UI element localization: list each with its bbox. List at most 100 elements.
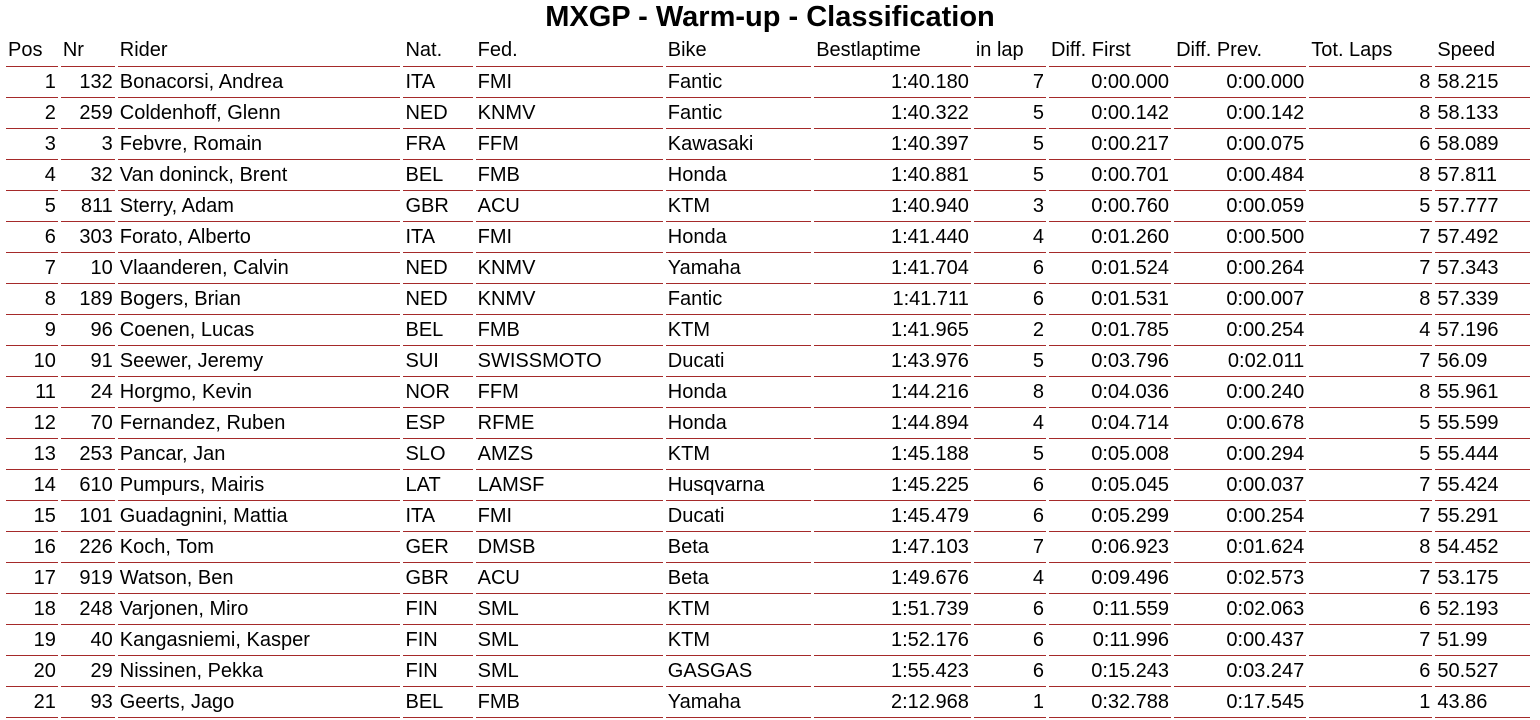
nr-cell: 919: [60, 563, 115, 594]
diff-prev-cell: 0:00.264: [1174, 253, 1307, 284]
fed-cell: ACU: [475, 563, 663, 594]
in-lap-cell: 5: [973, 129, 1047, 160]
diff-prev-cell: 0:02.063: [1174, 594, 1307, 625]
in-lap-cell: 5: [973, 160, 1047, 191]
rider-cell: Geerts, Jago: [117, 687, 401, 718]
bike-cell: KTM: [665, 315, 812, 346]
col-in-lap-header: in lap: [973, 34, 1047, 67]
diff-prev-cell: 0:00.294: [1174, 439, 1307, 470]
nat-cell: GBR: [403, 563, 473, 594]
speed-cell: 57.339: [1435, 284, 1530, 315]
nat-cell: SUI: [403, 346, 473, 377]
in-lap-cell: 6: [973, 501, 1047, 532]
pos-cell: 9: [6, 315, 58, 346]
in-lap-cell: 4: [973, 563, 1047, 594]
fed-cell: RFME: [475, 408, 663, 439]
diff-prev-cell: 0:00.678: [1174, 408, 1307, 439]
bike-cell: Kawasaki: [665, 129, 812, 160]
tot-laps-cell: 7: [1309, 501, 1433, 532]
diff-prev-cell: 0:00.059: [1174, 191, 1307, 222]
bike-cell: Ducati: [665, 346, 812, 377]
pos-cell: 11: [6, 377, 58, 408]
nr-cell: 101: [60, 501, 115, 532]
diff-prev-cell: 0:17.545: [1174, 687, 1307, 718]
rider-cell: Pancar, Jan: [117, 439, 401, 470]
bike-cell: GASGAS: [665, 656, 812, 687]
table-row: 17 919 Watson, Ben GBR ACU Beta 1:49.676 4 0:09.…: [6, 563, 1530, 594]
nat-cell: GBR: [403, 191, 473, 222]
diff-first-cell: 0:01.524: [1049, 253, 1172, 284]
speed-cell: 43.86: [1435, 687, 1530, 718]
bike-cell: Fantic: [665, 284, 812, 315]
bestlaptime-cell: 1:41.440: [814, 222, 971, 253]
fed-cell: FMB: [475, 315, 663, 346]
table-row: 9 96 Coenen, Lucas BEL FMB KTM 1:41.965 2 0:01.7…: [6, 315, 1530, 346]
fed-cell: KNMV: [475, 98, 663, 129]
table-row: 16 226 Koch, Tom GER DMSB Beta 1:47.103 7 0:06.9…: [6, 532, 1530, 563]
speed-cell: 57.777: [1435, 191, 1530, 222]
nat-cell: FIN: [403, 594, 473, 625]
table-row: 11 24 Horgmo, Kevin NOR FFM Honda 1:44.216 8 0:0…: [6, 377, 1530, 408]
speed-cell: 58.089: [1435, 129, 1530, 160]
col-diff-first-header: Diff. First: [1049, 34, 1172, 67]
diff-first-cell: 0:00.701: [1049, 160, 1172, 191]
table-row: 19 40 Kangasniemi, Kasper FIN SML KTM 1:52.176…: [6, 625, 1530, 656]
rider-cell: Vlaanderen, Calvin: [117, 253, 401, 284]
diff-first-cell: 0:00.000: [1049, 67, 1172, 98]
bestlaptime-cell: 1:43.976: [814, 346, 971, 377]
in-lap-cell: 6: [973, 594, 1047, 625]
header-row: Pos Nr Rider Nat. Fed. Bike Bestlaptime in lap D…: [6, 34, 1530, 67]
fed-cell: SML: [475, 625, 663, 656]
nr-cell: 226: [60, 532, 115, 563]
rider-cell: Forato, Alberto: [117, 222, 401, 253]
in-lap-cell: 7: [973, 532, 1047, 563]
rider-cell: Bonacorsi, Andrea: [117, 67, 401, 98]
table-row: 4 32 Van doninck, Brent BEL FMB Honda 1:40.881…: [6, 160, 1530, 191]
pos-cell: 3: [6, 129, 58, 160]
tot-laps-cell: 7: [1309, 625, 1433, 656]
diff-prev-cell: 0:00.254: [1174, 501, 1307, 532]
in-lap-cell: 3: [973, 191, 1047, 222]
rider-cell: Koch, Tom: [117, 532, 401, 563]
nr-cell: 189: [60, 284, 115, 315]
bike-cell: Fantic: [665, 98, 812, 129]
pos-cell: 5: [6, 191, 58, 222]
diff-first-cell: 0:11.559: [1049, 594, 1172, 625]
tot-laps-cell: 5: [1309, 191, 1433, 222]
pos-cell: 10: [6, 346, 58, 377]
speed-cell: 55.961: [1435, 377, 1530, 408]
diff-prev-cell: 0:00.254: [1174, 315, 1307, 346]
pos-cell: 14: [6, 470, 58, 501]
bestlaptime-cell: 1:45.479: [814, 501, 971, 532]
col-bestlaptime-header: Bestlaptime: [814, 34, 971, 67]
table-row: 3 3 Febvre, Romain FRA FFM Kawasaki 1:40.397 5 0…: [6, 129, 1530, 160]
diff-first-cell: 0:05.299: [1049, 501, 1172, 532]
nr-cell: 610: [60, 470, 115, 501]
speed-cell: 56.09: [1435, 346, 1530, 377]
col-nr-header: Nr: [60, 34, 115, 67]
tot-laps-cell: 5: [1309, 439, 1433, 470]
table-row: 15 101 Guadagnini, Mattia ITA FMI Ducati 1:45.…: [6, 501, 1530, 532]
nr-cell: 70: [60, 408, 115, 439]
bestlaptime-cell: 1:41.704: [814, 253, 971, 284]
rider-cell: Coldenhoff, Glenn: [117, 98, 401, 129]
diff-first-cell: 0:06.923: [1049, 532, 1172, 563]
col-pos-header: Pos: [6, 34, 58, 67]
bike-cell: Fantic: [665, 67, 812, 98]
diff-prev-cell: 0:00.484: [1174, 160, 1307, 191]
nat-cell: ITA: [403, 222, 473, 253]
tot-laps-cell: 5: [1309, 408, 1433, 439]
table-row: 7 10 Vlaanderen, Calvin NED KNMV Yamaha 1:41.7…: [6, 253, 1530, 284]
speed-cell: 53.175: [1435, 563, 1530, 594]
diff-prev-cell: 0:00.500: [1174, 222, 1307, 253]
tot-laps-cell: 8: [1309, 532, 1433, 563]
table-row: 8 189 Bogers, Brian NED KNMV Fantic 1:41.711 6 0…: [6, 284, 1530, 315]
nat-cell: SLO: [403, 439, 473, 470]
speed-cell: 57.492: [1435, 222, 1530, 253]
col-fed-header: Fed.: [475, 34, 663, 67]
rider-cell: Seewer, Jeremy: [117, 346, 401, 377]
pos-cell: 4: [6, 160, 58, 191]
tot-laps-cell: 8: [1309, 284, 1433, 315]
diff-first-cell: 0:32.788: [1049, 687, 1172, 718]
speed-cell: 58.133: [1435, 98, 1530, 129]
